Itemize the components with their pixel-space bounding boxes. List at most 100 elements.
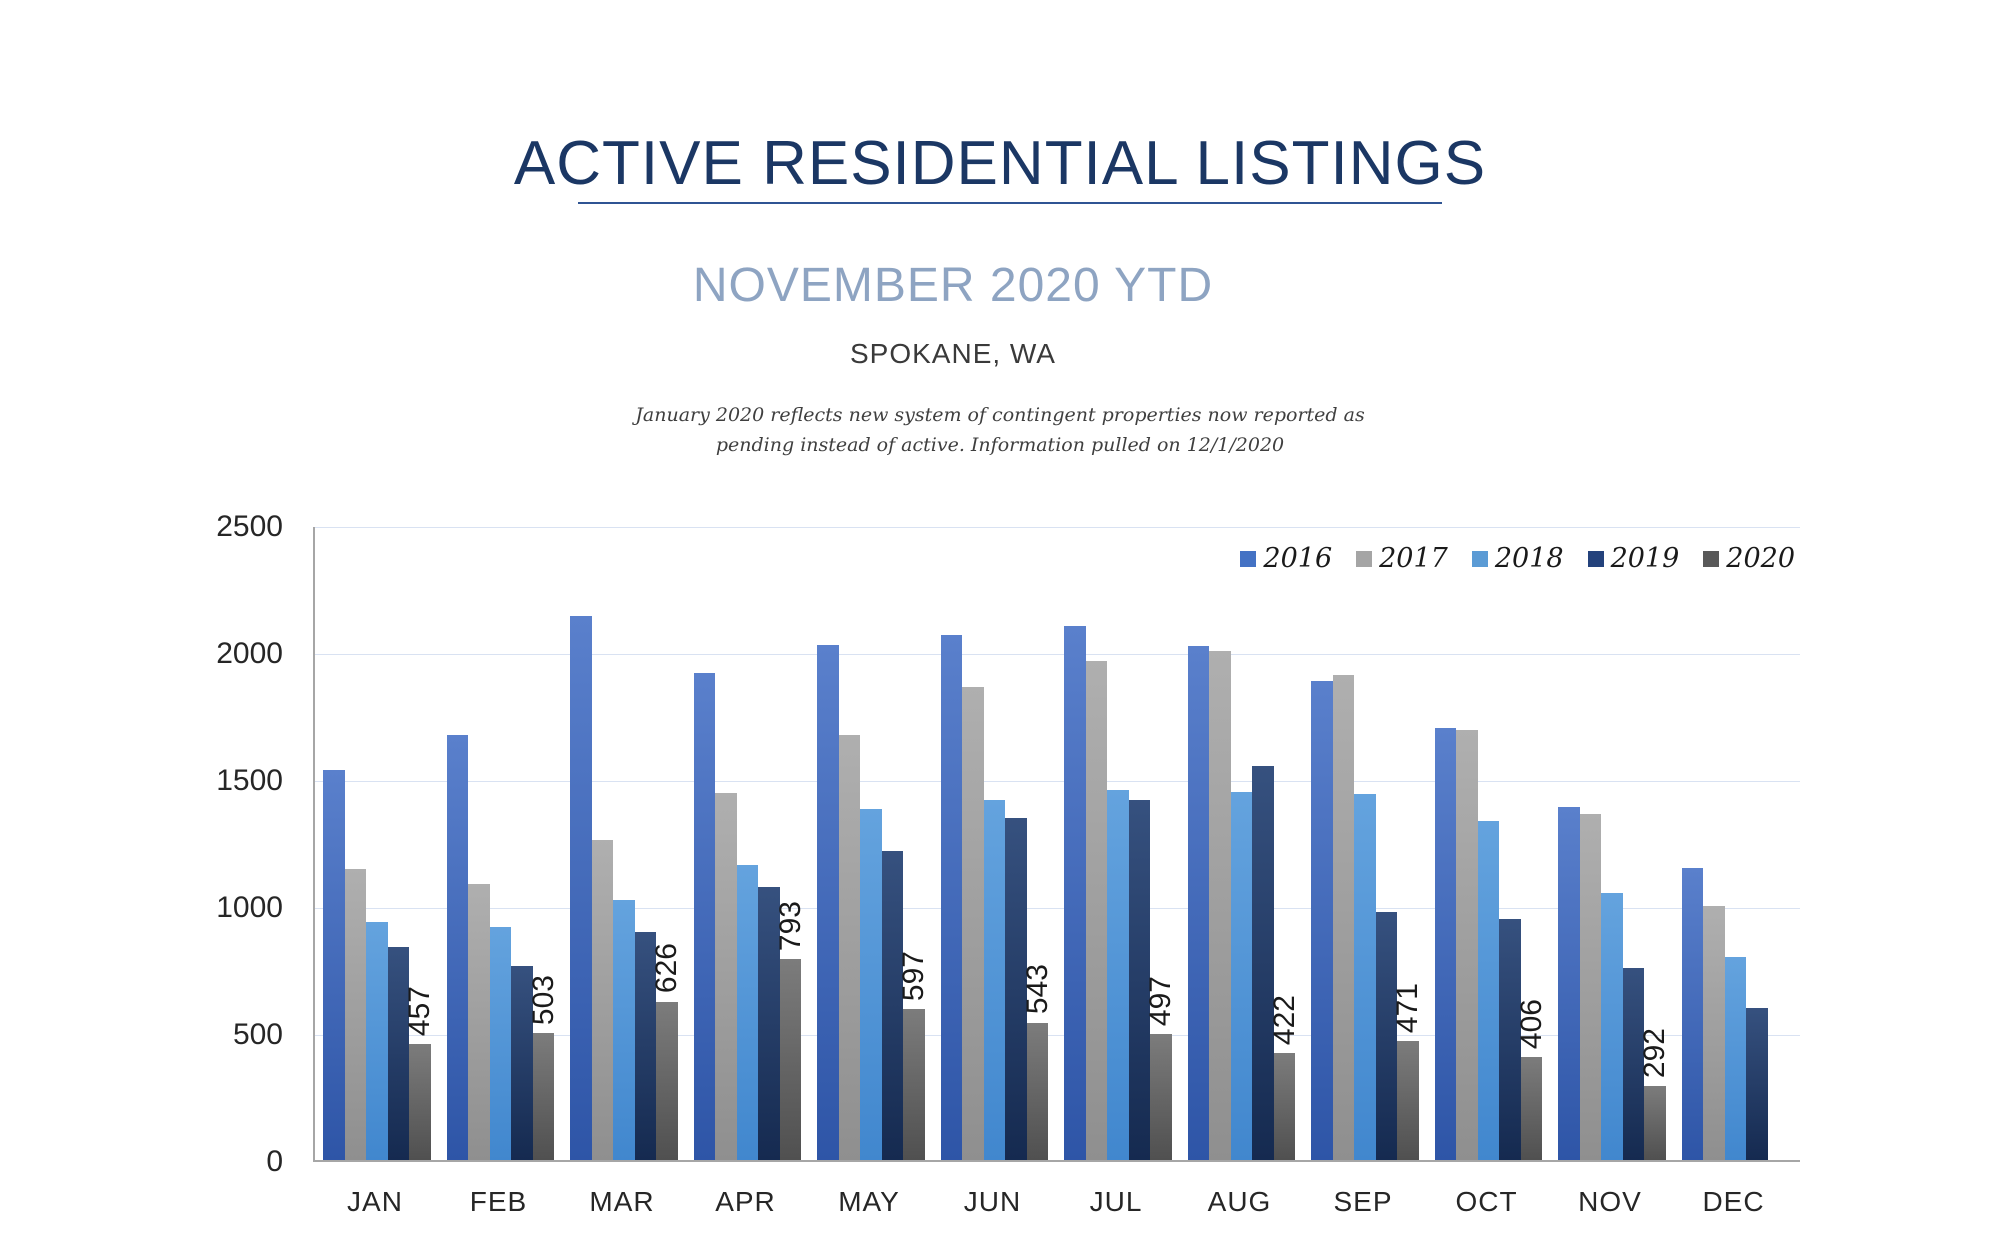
chart-subtitle-wrap: NOVEMBER 2020 YTD (0, 258, 1953, 313)
bar-2019-oct (1499, 919, 1521, 1160)
bar-2018-jun (983, 800, 1006, 1160)
bar-2016-apr (693, 672, 716, 1160)
bar-group-may: 597 (817, 527, 931, 1160)
bar-2017-jul (1085, 661, 1108, 1160)
data-label-text: 503 (526, 974, 560, 1025)
legend-swatch-2016 (1240, 550, 1257, 567)
bar-2020-jan (409, 1044, 431, 1160)
data-label-2020-jan: 457 (403, 986, 437, 1037)
plot-area: 457 503 626 793 597 543 497 422 471 406 292 2016 20… (313, 527, 1800, 1162)
data-label-2020-may: 597 (897, 950, 931, 1001)
bar-2017-feb (468, 884, 490, 1160)
bar-2018-mar (613, 900, 635, 1160)
bar-2018-nov (1601, 892, 1623, 1160)
bar-2019-apr (758, 886, 780, 1160)
bar-2018-oct (1477, 820, 1500, 1160)
bar-2017-nov (1579, 814, 1602, 1160)
bar-2020-aug (1273, 1053, 1296, 1160)
gridline-2000 (315, 654, 1800, 655)
bar-2016-jan (323, 770, 345, 1160)
bar-2018-jan (366, 922, 388, 1160)
bar-2018-feb (489, 927, 512, 1160)
bar-2019-jun (1005, 818, 1027, 1160)
y-tick-500: 500 (232, 1018, 283, 1051)
x-tick-dec: DEC (1702, 1186, 1765, 1217)
bar-2020-apr (779, 959, 802, 1160)
x-tick-mar: MAR (589, 1186, 655, 1217)
title-underline (578, 202, 1442, 204)
data-label-text: 406 (1514, 999, 1548, 1050)
bar-2018-dec (1724, 957, 1747, 1160)
data-label-2020-feb: 503 (526, 974, 560, 1025)
bar-2017-mar (591, 839, 614, 1160)
bar-2016-feb (446, 734, 469, 1160)
chart-note-line1: January 2020 reflects new system of cont… (635, 404, 1365, 426)
data-label-text: 597 (897, 950, 931, 1001)
bar-2019-may (881, 851, 904, 1160)
bar-group-oct: 406 (1434, 527, 1548, 1160)
data-label-text: 422 (1267, 995, 1301, 1046)
chart-location-wrap: SPOKANE, WA (0, 338, 1953, 370)
data-label-2020-sep: 471 (1391, 983, 1424, 1033)
x-tick-aug: AUG (1207, 1186, 1272, 1217)
x-tick-may: MAY (838, 1186, 900, 1217)
bar-group-aug: 422 (1187, 527, 1301, 1160)
x-tick-jul: JUL (1089, 1186, 1143, 1217)
bar-2018-may (860, 809, 882, 1160)
bar-group-jan: 457 (323, 527, 437, 1160)
data-label-2020-jun: 543 (1021, 964, 1054, 1014)
bar-2018-apr (736, 865, 759, 1160)
data-label-text: 292 (1638, 1028, 1672, 1079)
bar-2019-mar (634, 932, 657, 1160)
bar-2019-nov (1622, 967, 1645, 1160)
chart-subtitle: NOVEMBER 2020 YTD (692, 259, 1214, 312)
bar-2019-dec (1746, 1008, 1768, 1160)
legend-label-2019: 2019 (1610, 543, 1680, 574)
y-tick-2500: 2500 (216, 510, 283, 543)
data-label-text: 457 (403, 986, 437, 1037)
chart-note-line2: pending instead of active. Information p… (715, 434, 1285, 456)
bar-2016-jul (1064, 625, 1086, 1160)
legend-swatch-2020 (1703, 550, 1720, 567)
x-tick-apr: APR (715, 1186, 776, 1217)
bar-2016-nov (1558, 806, 1580, 1160)
x-tick-jan: JAN (347, 1186, 403, 1217)
bar-2016-oct (1434, 728, 1457, 1160)
bar-group-nov: 292 (1558, 527, 1672, 1160)
bar-2017-jan (344, 868, 367, 1160)
bar-group-jun: 543 (940, 527, 1054, 1160)
bar-2017-dec (1703, 905, 1725, 1160)
bar-2019-jan (387, 947, 410, 1160)
legend-item-2018: 2018 (1471, 545, 1564, 572)
bar-2020-feb (532, 1032, 555, 1160)
legend-label-2016: 2016 (1263, 543, 1333, 574)
gridline-1500 (315, 781, 1800, 782)
bar-2019-sep (1375, 911, 1398, 1160)
chart-title: ACTIVE RESIDENTIAL LISTINGS (513, 129, 1487, 198)
bar-group-mar: 626 (570, 527, 684, 1160)
bar-group-feb: 503 (446, 527, 560, 1160)
legend-item-2017: 2017 (1356, 545, 1448, 572)
bar-2018-aug (1230, 791, 1253, 1160)
gridline-500 (315, 1035, 1800, 1036)
bar-2019-jul (1128, 800, 1151, 1160)
bar-2020-may (903, 1008, 925, 1160)
bar-2016-jun (940, 634, 963, 1160)
bar-2019-feb (511, 966, 533, 1160)
x-tick-feb: FEB (469, 1186, 528, 1217)
x-tick-oct: OCT (1455, 1186, 1518, 1217)
bar-2020-sep (1397, 1040, 1419, 1160)
bar-2018-jul (1107, 790, 1129, 1160)
data-label-2020-oct: 406 (1514, 999, 1548, 1050)
x-tick-nov: NOV (1578, 1186, 1642, 1217)
bar-2016-sep (1311, 681, 1333, 1160)
y-tick-1500: 1500 (216, 764, 283, 797)
bar-2017-aug (1209, 651, 1231, 1160)
chart-note: January 2020 reflects new system of cont… (0, 400, 2000, 460)
data-label-text: 626 (650, 943, 684, 994)
bar-2017-jun (962, 686, 984, 1160)
legend-swatch-2018 (1471, 550, 1488, 567)
bar-2020-oct (1520, 1057, 1543, 1160)
